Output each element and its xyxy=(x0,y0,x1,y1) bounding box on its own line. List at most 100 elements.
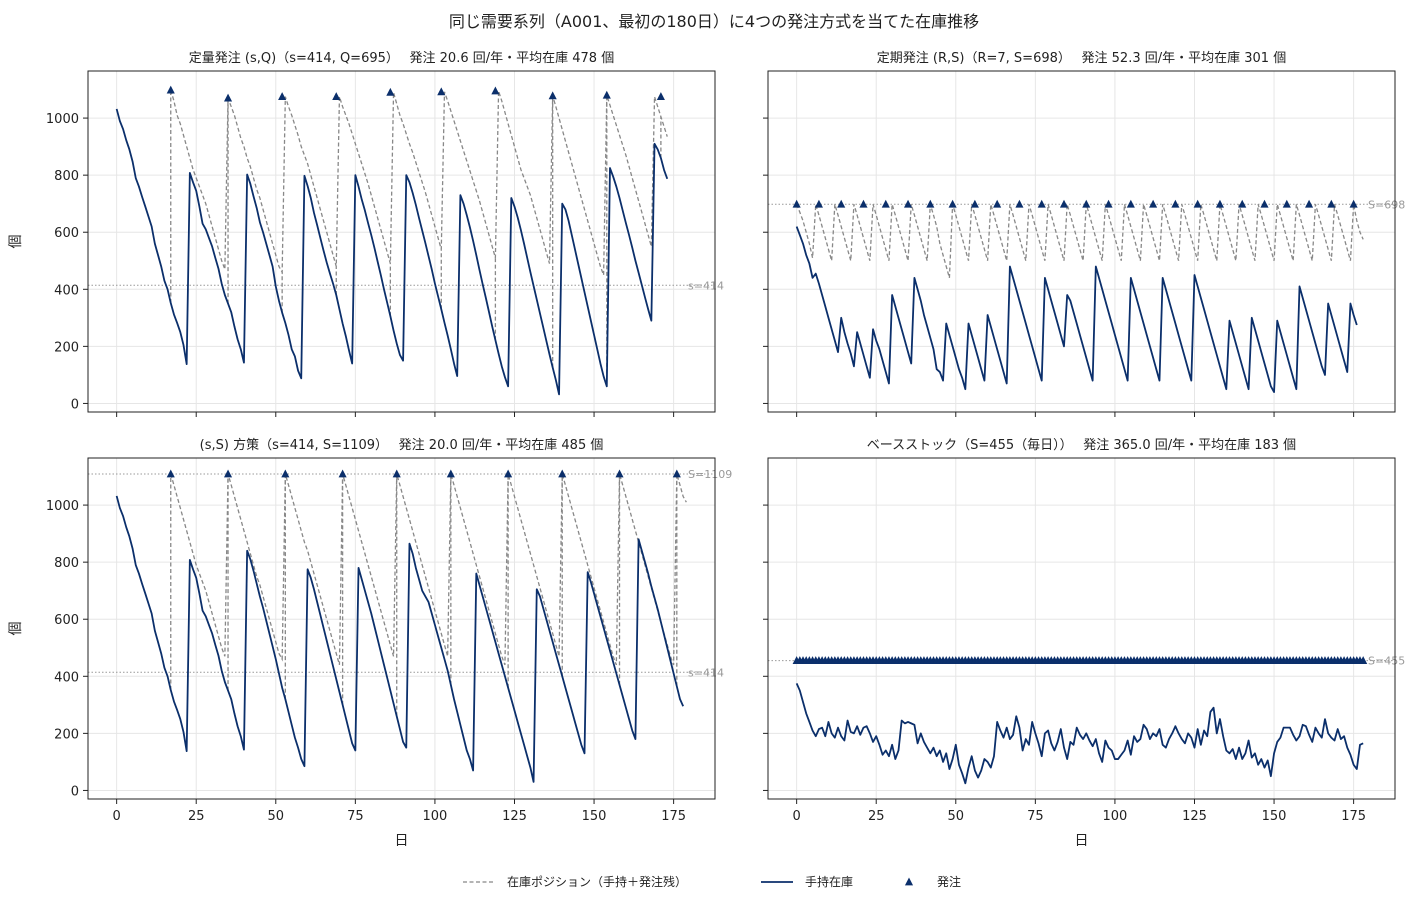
series-on-hand-line xyxy=(115,495,684,783)
order-marker xyxy=(970,199,979,208)
x-tick-label: 175 xyxy=(661,809,686,824)
x-axis-label: 日 xyxy=(1075,833,1089,849)
x-tick-label: 150 xyxy=(1262,809,1287,824)
order-marker xyxy=(332,92,341,101)
plot-area xyxy=(768,71,1395,412)
order-marker xyxy=(837,199,846,208)
order-marker xyxy=(1359,656,1368,664)
order-marker xyxy=(859,199,868,208)
order-marker xyxy=(1327,199,1336,208)
order-marker xyxy=(437,87,446,96)
x-tick-label: 100 xyxy=(423,809,448,824)
order-marker xyxy=(1305,199,1314,208)
order-marker xyxy=(1282,199,1291,208)
order-marker xyxy=(392,469,401,478)
x-tick-label: 50 xyxy=(948,809,965,824)
reference-line-label: S=698 xyxy=(1368,198,1405,211)
x-tick-label: 50 xyxy=(268,809,285,824)
plot-frame xyxy=(767,70,1396,413)
order-marker xyxy=(278,92,287,101)
order-marker xyxy=(1171,199,1180,208)
order-marker xyxy=(491,86,500,95)
reference-line-label: S=1109 xyxy=(688,468,732,481)
subplot-title: 定期発注 (R,S)（R=7, S=698） 発注 52.3 回/年・平均在庫 … xyxy=(877,51,1286,66)
legend-label-on-hand: 手持在庫 xyxy=(805,874,853,889)
order-marker xyxy=(1193,199,1202,208)
y-tick-label: 400 xyxy=(54,283,79,298)
legend-label-position: 在庫ポジション（手持＋発注残） xyxy=(507,874,687,889)
order-marker xyxy=(1037,199,1046,208)
reference-line-label: S=455 xyxy=(1368,655,1405,668)
x-tick-label: 175 xyxy=(1341,809,1366,824)
x-tick-label: 100 xyxy=(1103,809,1128,824)
order-marker xyxy=(656,92,665,101)
order-marker xyxy=(948,199,957,208)
order-marker xyxy=(615,469,624,478)
x-tick-label: 25 xyxy=(868,809,885,824)
y-tick-label: 400 xyxy=(54,670,79,685)
chart-panel-2: S=698 定期発注 (R,S)（R=7, S=698） 発注 52.3 回/年・… xyxy=(763,51,1405,417)
order-marker xyxy=(1082,199,1091,208)
plot-frame xyxy=(87,457,716,800)
legend-swatch-order xyxy=(904,877,914,886)
order-marker xyxy=(1059,199,1069,208)
y-tick-label: 1000 xyxy=(46,112,79,127)
order-marker xyxy=(504,469,513,478)
plot-frame xyxy=(87,70,716,413)
order-marker xyxy=(814,199,823,208)
plot-area xyxy=(768,458,1395,799)
order-marker xyxy=(1104,199,1113,208)
y-axis-label: 個 xyxy=(8,235,24,249)
order-marker xyxy=(1349,199,1358,208)
series-on-hand-line xyxy=(795,226,1358,393)
figure-title: 同じ需要系列（A001、最初の180日）に4つの発注方式を当てた在庫推移 xyxy=(449,12,979,31)
y-tick-label: 1000 xyxy=(46,499,79,514)
subplot-title: 定量発注 (s,Q)（s=414, Q=695） 発注 20.6 回/年・平均在… xyxy=(189,51,614,66)
x-tick-label: 0 xyxy=(793,809,801,824)
x-tick-label: 75 xyxy=(1027,809,1044,824)
order-marker xyxy=(1238,199,1247,208)
order-marker xyxy=(792,199,801,208)
y-tick-label: 800 xyxy=(54,556,79,571)
order-marker xyxy=(1126,199,1135,208)
order-marker xyxy=(881,199,890,208)
plot-content xyxy=(88,89,715,396)
order-marker xyxy=(548,91,557,100)
reference-line-label: s=414 xyxy=(688,279,724,292)
order-marker xyxy=(602,90,611,99)
legend: 在庫ポジション（手持＋発注残） 手持在庫 発注 xyxy=(463,874,961,889)
y-tick-label: 0 xyxy=(71,397,79,412)
order-marker xyxy=(926,199,935,208)
y-tick-label: 800 xyxy=(54,169,79,184)
chart-panel-4: S=455 0 25 50 75 100 125 150 175 ベースストック（S=455（毎日… xyxy=(763,437,1405,849)
order-marker xyxy=(1215,199,1224,208)
x-tick-label: 75 xyxy=(347,809,364,824)
order-marker xyxy=(166,85,175,94)
y-tick-label: 200 xyxy=(54,340,79,355)
plot-area xyxy=(88,71,715,412)
order-marker xyxy=(1149,199,1158,208)
series-position-line xyxy=(796,204,1364,279)
order-marker xyxy=(166,469,175,478)
series-on-hand-line xyxy=(795,683,1364,785)
order-marker xyxy=(1015,199,1024,208)
series-position-line xyxy=(170,89,668,276)
plot-area xyxy=(88,458,715,799)
order-marker xyxy=(672,469,681,478)
subplot-title: ベースストック（S=455（毎日）） 発注 365.0 回/年・平均在庫 183… xyxy=(867,437,1296,453)
order-marker xyxy=(993,199,1002,208)
chart-panel-3: S=1109 s=414 0 25 50 75 100 125 150 175 0 200 400 600… xyxy=(8,437,732,849)
plot-content xyxy=(88,473,715,783)
legend-label-order: 発注 xyxy=(937,874,961,889)
y-tick-label: 0 xyxy=(71,784,79,799)
y-axis-label: 個 xyxy=(8,622,24,636)
reference-line-label: s=414 xyxy=(688,666,724,679)
y-tick-label: 600 xyxy=(54,613,79,628)
order-marker xyxy=(223,93,233,102)
order-marker xyxy=(1260,199,1269,208)
series-on-hand-line xyxy=(115,108,669,396)
plot-content xyxy=(768,203,1395,393)
order-marker xyxy=(338,469,347,478)
